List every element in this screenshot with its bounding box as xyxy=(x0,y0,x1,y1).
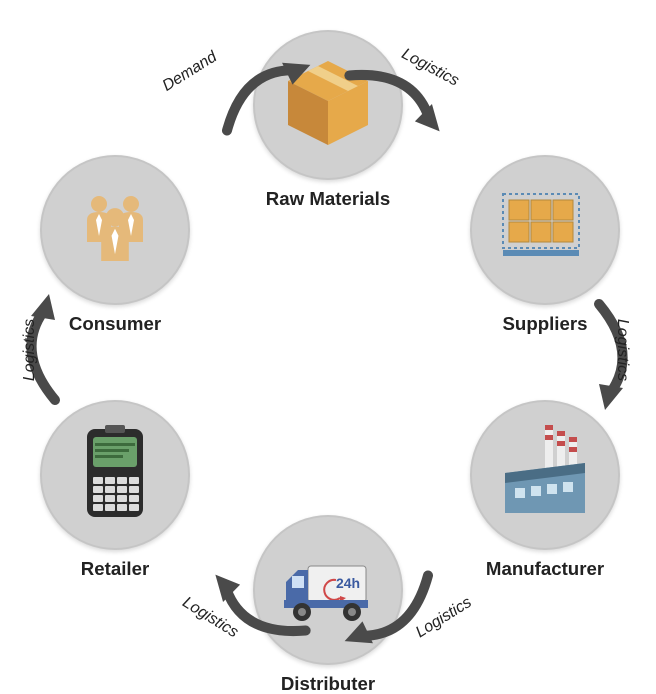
arrow-suppliers-to-manufacturer xyxy=(575,292,645,412)
node-consumer xyxy=(40,155,190,305)
node-label-manufacturer: Manufacturer xyxy=(486,558,604,580)
node-suppliers xyxy=(470,155,620,305)
supply-chain-cycle-diagram: Raw MaterialsSuppliersManufacturer24hDis… xyxy=(0,0,656,694)
edge-label-retailer-consumer: Logistics xyxy=(21,319,39,381)
node-label-raw: Raw Materials xyxy=(266,188,390,210)
pos-icon xyxy=(65,423,165,528)
node-label-retailer: Retailer xyxy=(81,558,149,580)
node-label-distributer: Distributer xyxy=(281,673,375,694)
node-retailer xyxy=(40,400,190,550)
node-label-consumer: Consumer xyxy=(69,313,161,335)
factory-icon xyxy=(495,423,595,528)
arrow-retailer-to-consumer xyxy=(9,292,79,412)
people-icon xyxy=(65,178,165,283)
node-manufacturer xyxy=(470,400,620,550)
edge-label-suppliers-manufacturer: Logistics xyxy=(613,319,631,381)
svg-text:24h: 24h xyxy=(336,575,360,591)
pallet-icon xyxy=(495,178,595,283)
